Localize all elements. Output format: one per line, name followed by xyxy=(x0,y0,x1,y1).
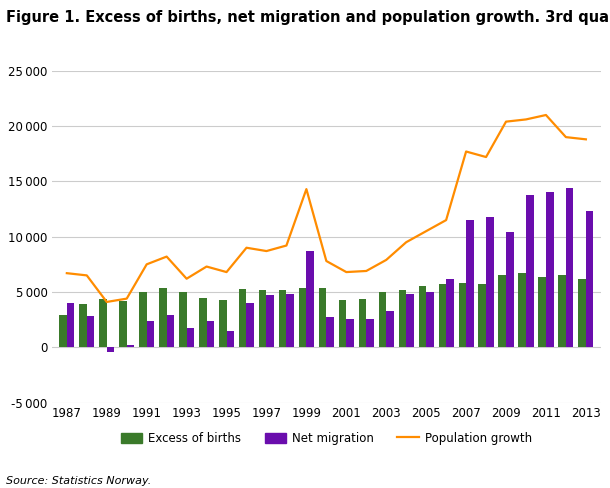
Bar xyxy=(99,299,107,347)
Bar xyxy=(287,294,294,347)
Bar xyxy=(418,286,426,347)
Bar xyxy=(246,303,254,347)
Bar xyxy=(498,275,506,347)
Bar xyxy=(187,328,194,347)
Bar xyxy=(319,287,326,347)
Bar xyxy=(346,319,354,347)
Bar xyxy=(366,319,374,347)
Text: Source: Statistics Norway.: Source: Statistics Norway. xyxy=(6,476,151,486)
Bar xyxy=(239,289,246,347)
Bar xyxy=(558,275,566,347)
Bar xyxy=(446,279,454,347)
Bar xyxy=(67,303,74,347)
Bar xyxy=(219,300,226,347)
Bar xyxy=(439,284,446,347)
Bar xyxy=(578,279,586,347)
Bar xyxy=(207,321,214,347)
Bar xyxy=(139,292,146,347)
Bar xyxy=(259,290,267,347)
Bar xyxy=(326,317,334,347)
Bar xyxy=(359,299,366,347)
Bar xyxy=(586,211,594,347)
Bar xyxy=(179,292,187,347)
Bar xyxy=(167,315,174,347)
Bar xyxy=(518,273,526,347)
Bar xyxy=(478,284,486,347)
Bar xyxy=(339,300,346,347)
Bar xyxy=(299,287,306,347)
Bar xyxy=(119,301,127,347)
Bar xyxy=(546,192,553,347)
Legend: Excess of births, Net migration, Population growth: Excess of births, Net migration, Populat… xyxy=(117,427,536,450)
Bar xyxy=(146,321,154,347)
Bar xyxy=(566,188,573,347)
Bar xyxy=(398,290,406,347)
Bar xyxy=(539,277,546,347)
Bar xyxy=(506,232,514,347)
Bar xyxy=(486,217,493,347)
Bar xyxy=(386,311,394,347)
Bar xyxy=(526,195,534,347)
Bar xyxy=(466,220,474,347)
Bar xyxy=(127,345,134,347)
Bar xyxy=(199,298,207,347)
Bar xyxy=(459,283,466,347)
Bar xyxy=(79,304,87,347)
Bar xyxy=(406,294,414,347)
Bar xyxy=(59,315,67,347)
Bar xyxy=(426,292,434,347)
Bar xyxy=(159,287,167,347)
Bar xyxy=(226,331,234,347)
Text: Figure 1. Excess of births, net migration and population growth. 3rd quarter: Figure 1. Excess of births, net migratio… xyxy=(6,10,610,25)
Bar xyxy=(306,251,314,347)
Bar xyxy=(379,292,386,347)
Bar xyxy=(267,295,274,347)
Bar xyxy=(279,290,287,347)
Bar xyxy=(87,316,95,347)
Bar xyxy=(107,347,114,352)
